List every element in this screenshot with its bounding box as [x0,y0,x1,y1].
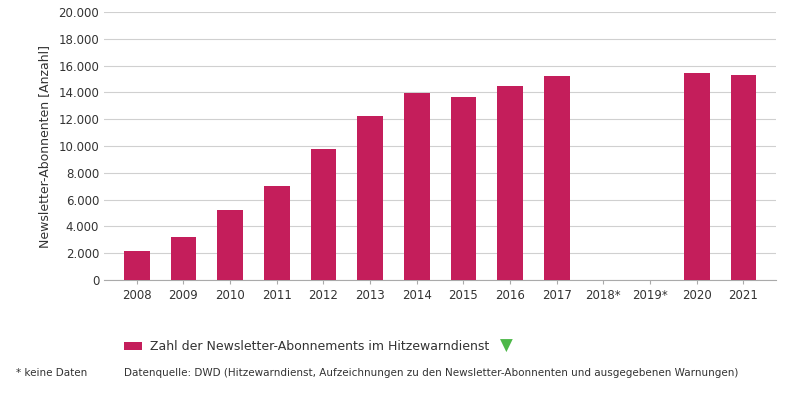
Text: Datenquelle: DWD (Hitzewarndienst, Aufzeichnungen zu den Newsletter-Abonnenten u: Datenquelle: DWD (Hitzewarndienst, Aufze… [124,368,738,378]
Bar [730,75,756,280]
Bar [124,251,150,280]
Bar [544,76,570,280]
Bar [310,149,336,280]
Bar [684,73,710,280]
Bar [217,210,243,280]
Text: * keine Daten: * keine Daten [16,368,87,378]
Bar [450,97,476,280]
Y-axis label: Newsletter-Abonnenten [Anzahl]: Newsletter-Abonnenten [Anzahl] [38,44,51,248]
Bar [357,116,383,280]
Bar [264,186,290,280]
Text: Zahl der Newsletter-Abonnements im Hitzewarndienst: Zahl der Newsletter-Abonnements im Hitze… [150,340,489,352]
Bar [404,93,430,280]
Bar [497,86,523,280]
Bar [170,237,196,280]
Text: ▼: ▼ [500,337,513,355]
